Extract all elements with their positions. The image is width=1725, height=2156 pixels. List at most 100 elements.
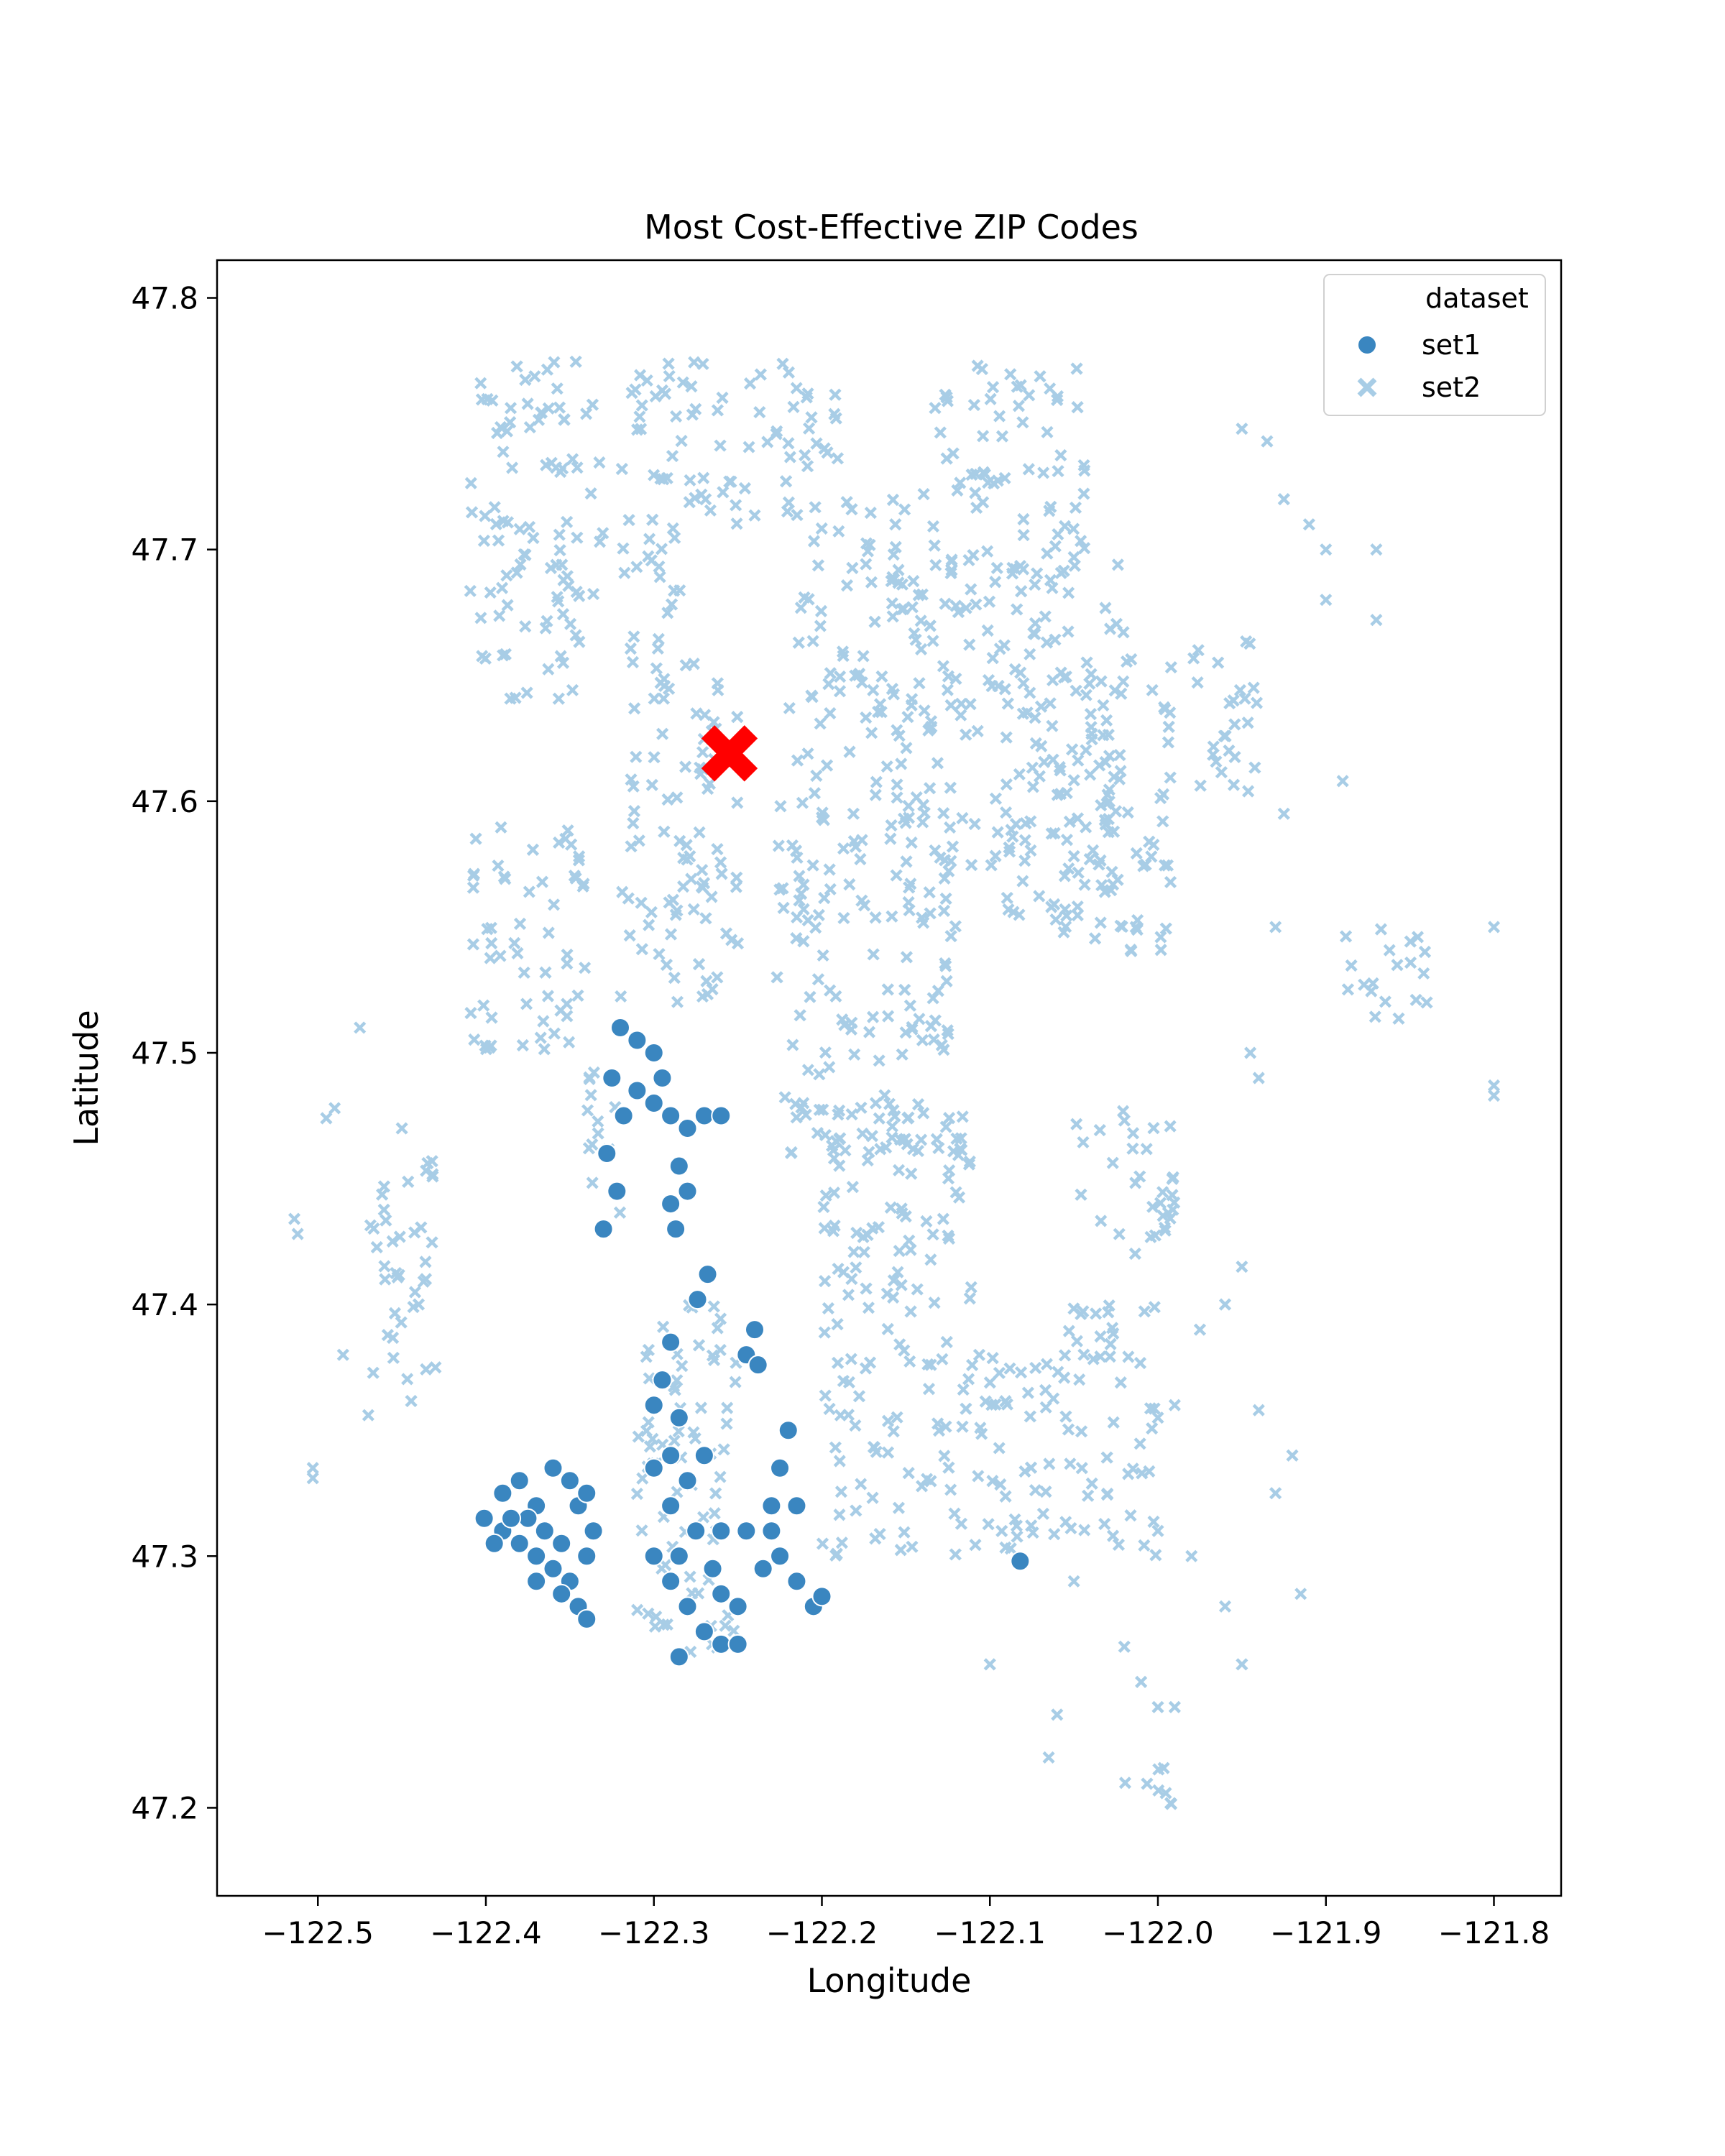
set2-point: [918, 704, 931, 717]
y-tick-label: 47.6: [131, 784, 198, 819]
set2-point: [519, 373, 532, 387]
set2-point: [831, 452, 844, 465]
set2-point: [1048, 1528, 1061, 1541]
set2-point: [957, 1383, 970, 1396]
set2-point: [1487, 921, 1501, 934]
set2-point: [643, 533, 656, 545]
set2-point: [1391, 959, 1404, 972]
set2-point: [892, 1501, 906, 1514]
set2-point: [1118, 1640, 1131, 1653]
set2-point: [1193, 1323, 1207, 1336]
set1-point: [677, 1181, 698, 1202]
set2-point: [1102, 1306, 1115, 1319]
set2-point: [898, 1344, 911, 1357]
set2-point: [789, 1097, 802, 1110]
set2-point: [696, 1511, 710, 1524]
set2-point: [707, 1300, 720, 1313]
set2-point: [776, 882, 789, 895]
set2-point: [474, 612, 487, 625]
set2-point: [504, 402, 518, 415]
set2-point: [419, 1256, 432, 1268]
set2-point: [688, 356, 701, 369]
set2-point: [972, 1348, 986, 1361]
y-tick-label: 47.5: [131, 1036, 198, 1071]
set2-point: [626, 655, 640, 669]
set2-point: [1072, 754, 1085, 767]
set2-point: [378, 1260, 391, 1273]
set2-point: [799, 1108, 812, 1121]
set2-point: [642, 1607, 655, 1620]
set2-point: [875, 706, 888, 719]
set2-point: [836, 645, 850, 658]
set2-point: [542, 402, 555, 415]
set2-point: [1085, 1477, 1098, 1490]
set2-point: [730, 517, 743, 530]
set2-point: [1147, 838, 1160, 852]
set2-point: [650, 662, 663, 675]
set2-point: [395, 1316, 408, 1329]
set2-point: [1039, 610, 1052, 623]
set2-point: [402, 1175, 415, 1188]
set2-point: [833, 685, 847, 698]
set2-point: [776, 357, 789, 370]
plot-frame: [216, 259, 1563, 1897]
set2-point: [1049, 633, 1062, 646]
set2-point: [1071, 401, 1084, 414]
set2-point: [675, 434, 688, 448]
set2-point: [924, 782, 937, 795]
set2-point: [509, 691, 522, 704]
y-tick-label: 47.7: [131, 533, 198, 568]
set2-point: [1017, 677, 1030, 690]
set2-point: [684, 1570, 696, 1583]
set2-point: [1404, 935, 1417, 948]
set2-point: [571, 531, 584, 544]
chart-title: Most Cost-Effective ZIP Codes: [644, 208, 1138, 247]
set2-point: [999, 1490, 1012, 1503]
set2-point: [793, 894, 806, 907]
set2-point: [928, 539, 941, 552]
set2-point: [846, 1181, 859, 1194]
set1-point: [668, 1407, 689, 1428]
set2-point: [528, 370, 541, 383]
set2-point: [926, 1228, 939, 1241]
set2-point: [840, 496, 853, 509]
set2-point: [829, 412, 842, 425]
set2-point: [944, 566, 957, 580]
set2-point: [1090, 1307, 1103, 1320]
set2-point: [898, 983, 911, 996]
set2-point: [903, 1355, 916, 1368]
set2-point: [1227, 694, 1240, 707]
set2-point: [869, 1532, 882, 1545]
set2-point: [711, 1322, 724, 1335]
set2-point: [886, 683, 899, 696]
set2-point: [886, 1131, 898, 1144]
set2-point: [831, 1318, 844, 1331]
set2-point: [541, 990, 555, 1003]
set2-point: [1125, 653, 1138, 666]
set2-point: [577, 877, 590, 890]
set1-point: [534, 1521, 555, 1542]
set2-point: [370, 1240, 383, 1254]
set2-point: [493, 609, 506, 622]
set2-point: [944, 781, 957, 794]
set2-point: [944, 1483, 957, 1496]
set2-point: [1417, 967, 1430, 980]
set2-point: [834, 1485, 847, 1498]
set2-point: [684, 474, 696, 487]
set2-point: [949, 1548, 962, 1561]
highlight-marker-layer: [701, 725, 758, 782]
set2-point: [887, 1274, 900, 1287]
set2-point: [797, 935, 810, 948]
set2-point: [937, 660, 949, 673]
set2-point: [939, 1420, 952, 1433]
set1-point: [687, 1289, 708, 1310]
set2-point: [617, 542, 630, 555]
set2-point: [1014, 379, 1027, 392]
set2-point: [561, 515, 574, 528]
set2-point: [962, 553, 975, 567]
set2-point: [924, 1020, 937, 1033]
set2-point: [787, 400, 800, 413]
set2-point: [1054, 566, 1067, 579]
set2-point: [624, 642, 638, 655]
set2-point: [867, 948, 880, 961]
